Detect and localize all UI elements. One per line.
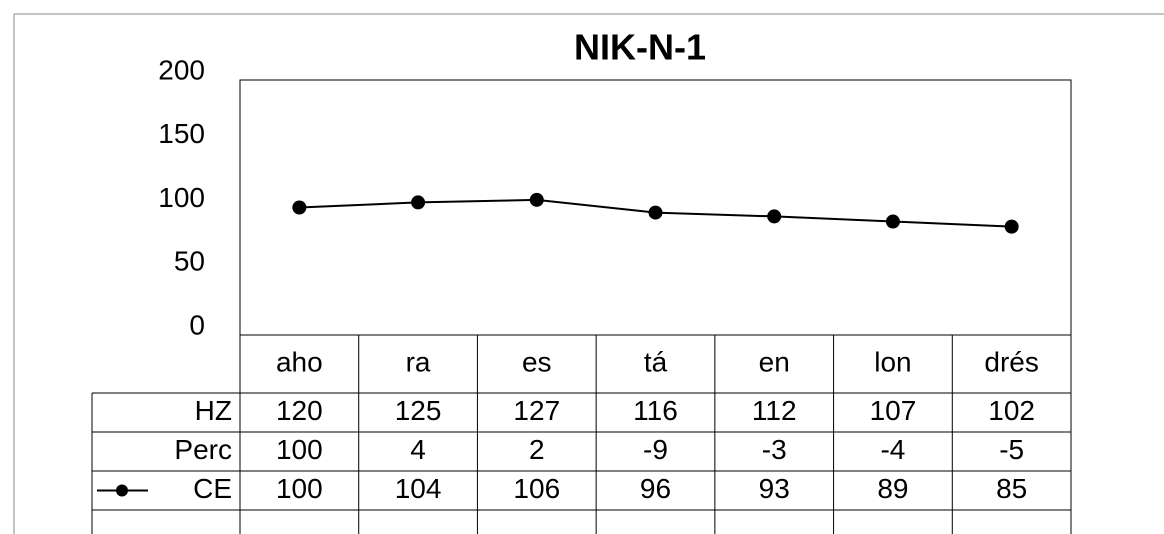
marker [648, 205, 663, 220]
table-cell: -3 [762, 434, 787, 465]
table-cell: 85 [996, 473, 1027, 504]
marker [767, 209, 782, 224]
table-cell: 4 [410, 434, 426, 465]
y-tick-label: 100 [158, 182, 205, 213]
table-cell: 120 [276, 395, 323, 426]
legend-marker [116, 484, 128, 497]
table-cell: 107 [870, 395, 917, 426]
table-cell: -9 [643, 434, 668, 465]
table-cell: 116 [633, 395, 678, 426]
table-cell: 100 [276, 473, 323, 504]
x-tick-label: lon [874, 346, 911, 377]
y-tick-label: 50 [174, 246, 205, 277]
table-cell: -4 [880, 434, 905, 465]
x-tick-label: aho [276, 346, 323, 377]
plot-area [239, 79, 1072, 336]
table-cell: 127 [513, 395, 560, 426]
marker [292, 200, 307, 215]
table-cell: 89 [877, 473, 908, 504]
marker [885, 214, 900, 229]
marker [411, 195, 426, 210]
marker [529, 192, 544, 207]
table-cell: 102 [988, 395, 1035, 426]
x-tick-label: drés [984, 346, 1038, 377]
table-cell: 106 [513, 473, 560, 504]
table-cell: -5 [999, 434, 1024, 465]
y-tick-label: 150 [158, 118, 205, 149]
marker [1004, 219, 1019, 234]
x-tick-label: tá [644, 346, 668, 377]
table-cell: 93 [759, 473, 790, 504]
table-cell: 96 [640, 473, 671, 504]
y-tick-label: 0 [189, 309, 205, 340]
x-tick-label: ra [406, 346, 431, 377]
table-cell: 125 [395, 395, 442, 426]
chart-title: NIK-N-1 [574, 27, 706, 68]
row-header: Perc [174, 434, 232, 465]
x-tick-label: es [522, 346, 552, 377]
table-cell: 100 [276, 434, 323, 465]
table-cell: 112 [752, 395, 797, 426]
x-tick-label: en [759, 346, 790, 377]
table-cell: 2 [529, 434, 545, 465]
row-header: CE [193, 473, 232, 504]
y-tick-label: 200 [158, 54, 205, 85]
row-header: HZ [195, 395, 232, 426]
table-cell: 104 [395, 473, 442, 504]
